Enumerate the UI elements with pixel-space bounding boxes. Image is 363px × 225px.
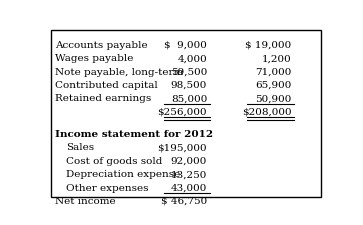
FancyBboxPatch shape	[51, 30, 321, 197]
Text: Retained earnings: Retained earnings	[55, 94, 151, 103]
Text: Sales: Sales	[66, 143, 95, 152]
Text: $195,000: $195,000	[158, 143, 207, 152]
Text: $208,000: $208,000	[242, 107, 291, 116]
Text: 92,000: 92,000	[171, 156, 207, 165]
Text: $ 46,750: $ 46,750	[161, 196, 207, 205]
Text: Accounts payable: Accounts payable	[55, 41, 148, 50]
Text: Note payable, long-term: Note payable, long-term	[55, 68, 183, 76]
Text: Net income: Net income	[55, 196, 116, 205]
Text: 65,900: 65,900	[255, 81, 291, 90]
Text: $ 19,000: $ 19,000	[245, 41, 291, 50]
Text: 85,000: 85,000	[171, 94, 207, 103]
Text: Depreciation expense: Depreciation expense	[66, 169, 181, 178]
Text: Cost of goods sold: Cost of goods sold	[66, 156, 163, 165]
Text: Income statement for 2012: Income statement for 2012	[55, 129, 213, 138]
Text: 4,000: 4,000	[178, 54, 207, 63]
Text: 13,250: 13,250	[171, 169, 207, 178]
Text: Contributed capital: Contributed capital	[55, 81, 158, 90]
Text: $256,000: $256,000	[158, 107, 207, 116]
Text: Other expenses: Other expenses	[66, 183, 149, 192]
Text: 71,000: 71,000	[255, 68, 291, 76]
Text: 50,900: 50,900	[255, 94, 291, 103]
Text: Wages payable: Wages payable	[55, 54, 134, 63]
Text: 59,500: 59,500	[171, 68, 207, 76]
Text: $  9,000: $ 9,000	[164, 41, 207, 50]
Text: 98,500: 98,500	[171, 81, 207, 90]
Text: 43,000: 43,000	[171, 183, 207, 192]
Text: 1,200: 1,200	[262, 54, 291, 63]
